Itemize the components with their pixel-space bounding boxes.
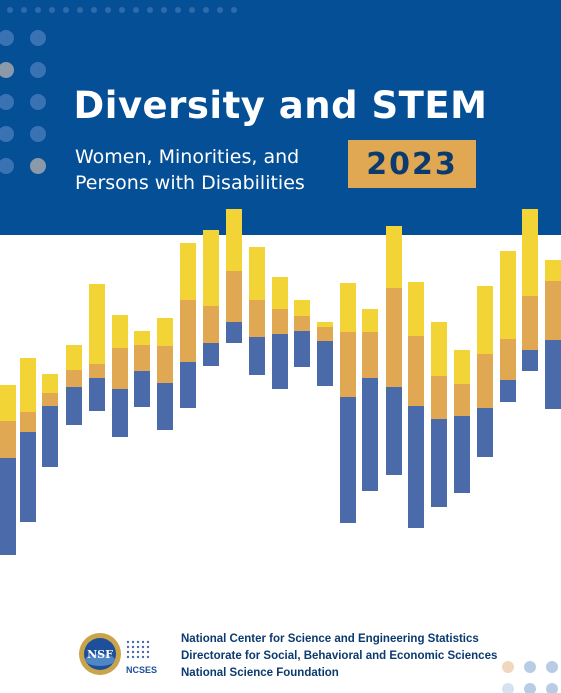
- bar-segment-yellow: [362, 309, 378, 332]
- bar-segment-blue: [454, 416, 470, 493]
- bar-segment-orange: [157, 346, 173, 383]
- cover-subtitle-line2: Persons with Disabilities: [75, 172, 305, 194]
- bar-segment-yellow: [226, 209, 242, 271]
- bar-segment-yellow: [340, 283, 356, 332]
- bar-segment-yellow: [42, 374, 58, 393]
- bar-segment-blue: [294, 331, 310, 367]
- cover-subtitle-line1: Women, Minorities, and: [75, 146, 300, 168]
- bar-segment-orange: [340, 332, 356, 397]
- bar-segment-orange: [112, 348, 128, 389]
- bar-segment-orange: [66, 370, 82, 387]
- bar-segment-yellow: [545, 260, 561, 281]
- cover-title: Diversity and STEM: [73, 84, 488, 127]
- bar-segment-blue: [340, 397, 356, 523]
- bar-segment-yellow: [317, 322, 333, 327]
- bar-segment-blue: [408, 406, 424, 528]
- bar-segment-yellow: [386, 226, 402, 288]
- bar-segment-blue: [134, 371, 150, 407]
- footer-line-center: National Center for Science and Engineer…: [181, 633, 479, 645]
- bar-segment-blue: [500, 380, 516, 402]
- svg-text:NCSES: NCSES: [126, 665, 157, 675]
- bar-segment-blue: [317, 341, 333, 386]
- bar-segment-blue: [362, 378, 378, 491]
- bar-segment-yellow: [294, 300, 310, 316]
- bar-segment-yellow: [522, 209, 538, 296]
- bar-segment-orange: [500, 339, 516, 380]
- bar-segment-orange: [545, 281, 561, 340]
- bar-segment-blue: [522, 350, 538, 371]
- bar-segment-blue: [112, 389, 128, 437]
- bar-segment-blue: [0, 458, 16, 555]
- bar-segment-orange: [272, 309, 288, 334]
- bar-segment-orange: [226, 271, 242, 322]
- bar-segment-yellow: [180, 243, 196, 300]
- bar-segment-orange: [0, 421, 16, 458]
- bar-segment-orange: [89, 364, 105, 378]
- bar-segment-yellow: [203, 230, 219, 306]
- bar-segment-yellow: [112, 315, 128, 348]
- svg-text:NSF: NSF: [87, 648, 113, 661]
- bar-segment-blue: [180, 362, 196, 408]
- footer-logos: NSF NCSES: [79, 633, 157, 675]
- bar-segment-yellow: [66, 345, 82, 370]
- bar-segment-blue: [226, 322, 242, 343]
- bar-segment-orange: [203, 306, 219, 343]
- footer-agency-text: National Center for Science and Engineer…: [181, 631, 497, 682]
- bar-segment-yellow: [20, 358, 36, 412]
- bar-segment-orange: [408, 336, 424, 406]
- bar-segment-blue: [89, 378, 105, 411]
- bar-segment-yellow: [0, 385, 16, 421]
- bar-segment-orange: [454, 384, 470, 416]
- bar-segment-yellow: [477, 286, 493, 354]
- bar-segment-yellow: [500, 251, 516, 339]
- bar-segment-blue: [477, 408, 493, 457]
- bar-segment-blue: [431, 419, 447, 507]
- bar-segment-yellow: [89, 284, 105, 364]
- decorative-dot-grid: [0, 30, 46, 174]
- bar-segment-orange: [20, 412, 36, 432]
- bar-segment-orange: [294, 316, 310, 331]
- footer-line-directorate: Directorate for Social, Behavioral and E…: [181, 650, 498, 662]
- bar-segment-orange: [42, 393, 58, 406]
- bar-segment-yellow: [157, 318, 173, 346]
- bar-segment-orange: [362, 332, 378, 378]
- footer-line-foundation: National Science Foundation: [181, 667, 339, 679]
- bar-segment-yellow: [134, 331, 150, 345]
- bar-segment-orange: [431, 376, 447, 419]
- bar-segment-orange: [249, 300, 265, 337]
- cover-subtitle: Women, Minorities, and Persons with Disa…: [75, 144, 355, 196]
- bar-segment-blue: [545, 340, 561, 409]
- bar-segment-orange: [134, 345, 150, 371]
- bar-segment-blue: [272, 334, 288, 389]
- bar-segment-yellow: [454, 350, 470, 384]
- bar-segment-yellow: [408, 282, 424, 336]
- bar-segment-blue: [157, 383, 173, 430]
- year-badge: 2023: [348, 140, 476, 188]
- bar-segment-orange: [386, 288, 402, 387]
- bar-segment-orange: [477, 354, 493, 408]
- bar-segment-blue: [42, 406, 58, 467]
- bar-segment-yellow: [431, 322, 447, 376]
- cover-banner: Diversity and STEM Women, Minorities, an…: [0, 0, 561, 235]
- nsf-seal-logo: NSF: [79, 633, 121, 675]
- bar-segment-blue: [66, 387, 82, 425]
- bar-segment-orange: [180, 300, 196, 362]
- decorative-dot-row: [7, 7, 237, 13]
- bar-segment-blue: [20, 432, 36, 522]
- bar-segment-orange: [317, 327, 333, 341]
- bar-segment-blue: [203, 343, 219, 366]
- bar-segment-yellow: [272, 277, 288, 309]
- decorative-corner-dots: [502, 661, 558, 693]
- bar-segment-blue: [249, 337, 265, 375]
- bar-segment-orange: [522, 296, 538, 350]
- bar-segment-yellow: [249, 247, 265, 300]
- ncses-logo: NCSES: [126, 640, 157, 675]
- bar-segment-blue: [386, 387, 402, 475]
